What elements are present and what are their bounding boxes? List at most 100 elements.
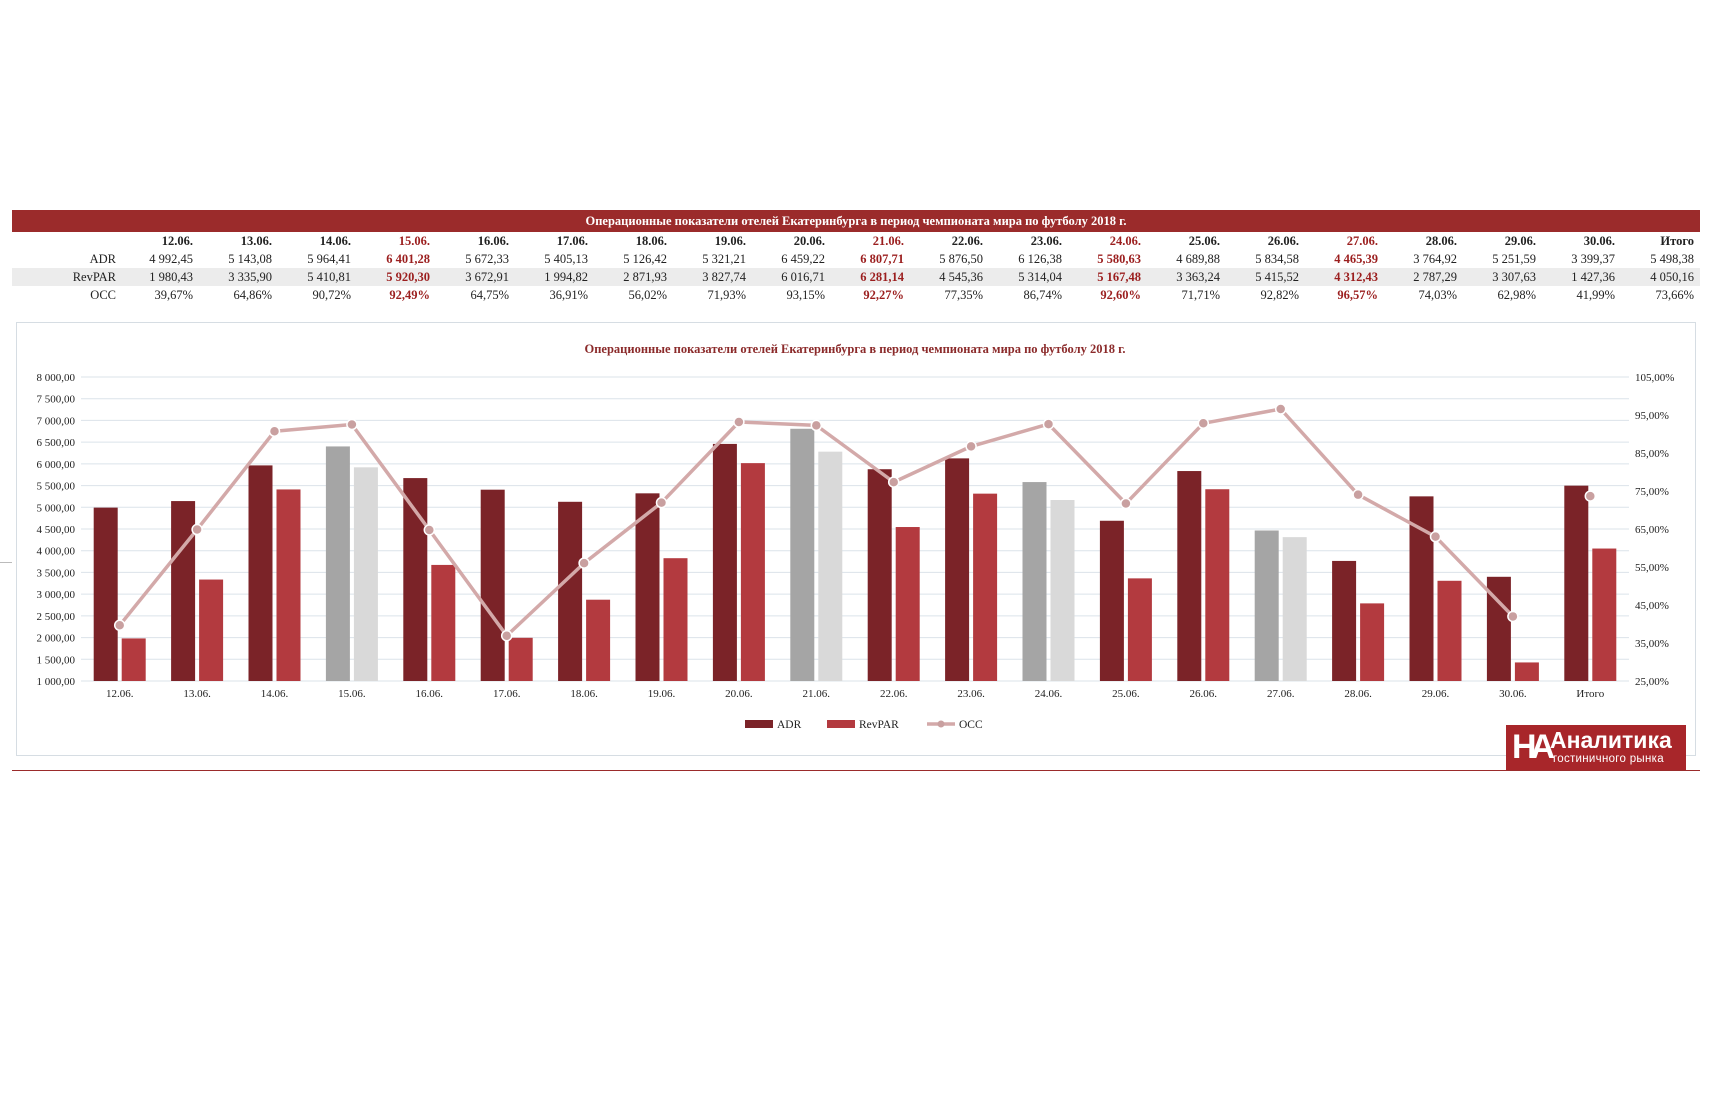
x-tick-label: 18.06. xyxy=(570,688,598,700)
legend-swatch-adr xyxy=(745,720,773,728)
y2-tick-label: 85,00% xyxy=(1635,448,1669,460)
table-cell: 36,91% xyxy=(549,288,588,302)
table-cell: 62,98% xyxy=(1497,288,1536,302)
column-header: 19.06. xyxy=(714,234,746,248)
logo-line-2: гостиничного рынка xyxy=(1553,753,1664,765)
column-header: 30.06. xyxy=(1583,234,1615,248)
table-cell: 6 281,14 xyxy=(831,268,910,286)
legend-label-occ: OCC xyxy=(959,719,983,731)
table-cell: 5 410,81 xyxy=(278,268,357,286)
table-cell: 2 871,93 xyxy=(594,268,673,286)
x-tick-label: 25.06. xyxy=(1112,688,1140,700)
table-cell: 64,86% xyxy=(233,288,272,302)
table-cell: 5 167,48 xyxy=(1068,268,1147,286)
table-cell: 71,93% xyxy=(707,288,746,302)
row-label: RevPAR xyxy=(12,268,120,286)
table-cell: 1 427,36 xyxy=(1542,268,1621,286)
occ-point xyxy=(1352,488,1364,501)
legend-label-revpar: RevPAR xyxy=(859,719,899,731)
bar-revpar xyxy=(663,558,688,681)
y2-tick-label: 45,00% xyxy=(1635,600,1669,612)
bar-adr xyxy=(93,507,118,681)
column-header: 25.06. xyxy=(1188,234,1220,248)
column-header: 23.06. xyxy=(1030,234,1062,248)
table-cell: 3 764,92 xyxy=(1413,252,1457,266)
occ-point xyxy=(965,440,977,453)
occ-point xyxy=(655,496,668,509)
x-tick-label: 29.06. xyxy=(1422,688,1450,700)
occ-point xyxy=(1274,403,1287,415)
column-header: 17.06. xyxy=(556,234,588,248)
column-header: 16.06. xyxy=(477,234,509,248)
table-cell: 73,66% xyxy=(1655,288,1694,302)
column-header: 14.06. xyxy=(319,234,351,248)
column-header: 13.06. xyxy=(240,234,272,248)
table-cell: 56,02% xyxy=(628,288,667,302)
chart-title: Операционные показатели отелей Екатеринб… xyxy=(585,342,1126,356)
bar-revpar xyxy=(508,637,533,681)
table-cell: 77,35% xyxy=(944,288,983,302)
table-cell: 93,15% xyxy=(786,288,825,302)
legend-swatch-revpar xyxy=(827,720,855,728)
y-tick-label: 2 000,00 xyxy=(37,633,76,645)
occ-point xyxy=(1042,418,1055,430)
table-cell: 1 994,82 xyxy=(515,268,594,286)
x-tick-label: 17.06. xyxy=(493,688,521,700)
table-cell: 5 920,30 xyxy=(357,268,436,286)
bar-adr xyxy=(480,489,505,681)
legend-marker-occ xyxy=(937,720,945,728)
x-tick-label: 22.06. xyxy=(880,688,908,700)
bar-revpar xyxy=(973,493,998,681)
y-tick-label: 8 000,00 xyxy=(37,372,76,384)
bar-revpar xyxy=(276,489,301,681)
table-cell: 5 143,08 xyxy=(228,252,272,266)
row-label: ADR xyxy=(89,252,116,266)
table-cell: 4 465,39 xyxy=(1334,252,1378,266)
occ-point xyxy=(113,619,126,632)
occ-point xyxy=(1507,610,1519,623)
brand-logo: НА Аналитика гостиничного рынка xyxy=(1506,725,1686,770)
table-cell: 4 545,36 xyxy=(910,268,989,286)
table-cell: 5 580,63 xyxy=(1097,252,1141,266)
occ-point xyxy=(1197,417,1210,430)
bar-revpar xyxy=(1050,500,1075,681)
bar-adr xyxy=(248,465,273,681)
table-cell: 64,75% xyxy=(470,288,509,302)
x-tick-label: Итого xyxy=(1576,688,1604,700)
column-header: 15.06. xyxy=(398,234,430,248)
y-tick-label: 4 500,00 xyxy=(37,524,76,536)
table-cell: 2 787,29 xyxy=(1384,268,1463,286)
data-table: 12.06. 13.06. 14.06. 15.06. 16.06. 17.06. 18.0… xyxy=(12,232,1700,304)
table-cell: 5 126,42 xyxy=(623,252,667,266)
chart-svg: Операционные показатели отелей Екатеринб… xyxy=(37,342,1675,731)
occ-point xyxy=(423,524,436,536)
table-cell: 4 689,88 xyxy=(1176,252,1220,266)
column-header: 20.06. xyxy=(793,234,825,248)
table-cell: 5 964,41 xyxy=(307,252,351,266)
row-label: OCC xyxy=(90,288,116,302)
x-tick-label: 27.06. xyxy=(1267,688,1295,700)
occ-point xyxy=(346,418,358,431)
column-header: 29.06. xyxy=(1504,234,1536,248)
x-tick-label: 28.06. xyxy=(1344,688,1372,700)
table-cell: 74,03% xyxy=(1418,288,1457,302)
occ-point xyxy=(1429,530,1442,543)
table-cell: 71,71% xyxy=(1181,288,1220,302)
table-cell: 5 321,21 xyxy=(702,252,746,266)
occ-point xyxy=(500,629,513,642)
x-tick-label: 23.06. xyxy=(957,688,985,700)
bar-adr xyxy=(1564,485,1589,681)
bar-revpar xyxy=(431,564,456,681)
x-tick-label: 30.06. xyxy=(1499,688,1527,700)
bar-revpar xyxy=(1127,578,1152,681)
column-header: 21.06. xyxy=(872,234,904,248)
y2-tick-label: 65,00% xyxy=(1635,524,1669,536)
table-cell: 6 459,22 xyxy=(781,252,825,266)
bar-adr xyxy=(712,443,737,681)
table-row: RevPAR 1 980,43 3 335,90 5 410,81 5 920,30 3 … xyxy=(12,268,1700,286)
bar-adr xyxy=(1177,471,1202,681)
x-tick-label: 26.06. xyxy=(1190,688,1218,700)
bar-revpar xyxy=(586,599,611,681)
table-cell: 5 251,59 xyxy=(1492,252,1536,266)
y-tick-label: 2 500,00 xyxy=(37,611,76,623)
